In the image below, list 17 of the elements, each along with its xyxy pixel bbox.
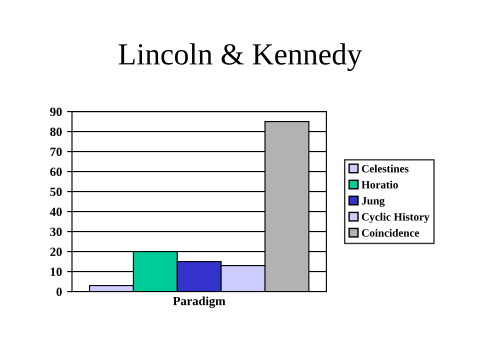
legend-label: Horatio xyxy=(362,180,398,188)
legend-label: Coincidence xyxy=(362,228,420,237)
legend-label: Cyclic History xyxy=(362,212,430,223)
y-tick-label: 90 xyxy=(50,108,62,116)
legend-label: Jung xyxy=(362,197,385,207)
y-tick-label: 10 xyxy=(50,268,62,276)
chart-title: Lincoln & Kennedy xyxy=(118,43,362,71)
y-tick-label: 50 xyxy=(50,188,62,196)
x-axis-title: Paradigm xyxy=(173,296,226,308)
y-tick-label: 0 xyxy=(56,288,62,296)
y-tick-label: 70 xyxy=(50,148,62,156)
y-tick-label: 80 xyxy=(50,128,62,136)
legend-label: Celestines xyxy=(362,164,409,172)
y-tick-label: 60 xyxy=(50,168,62,176)
y-tick-label: 40 xyxy=(50,208,62,216)
y-tick-label: 30 xyxy=(50,228,62,236)
y-tick-label: 20 xyxy=(50,248,62,256)
